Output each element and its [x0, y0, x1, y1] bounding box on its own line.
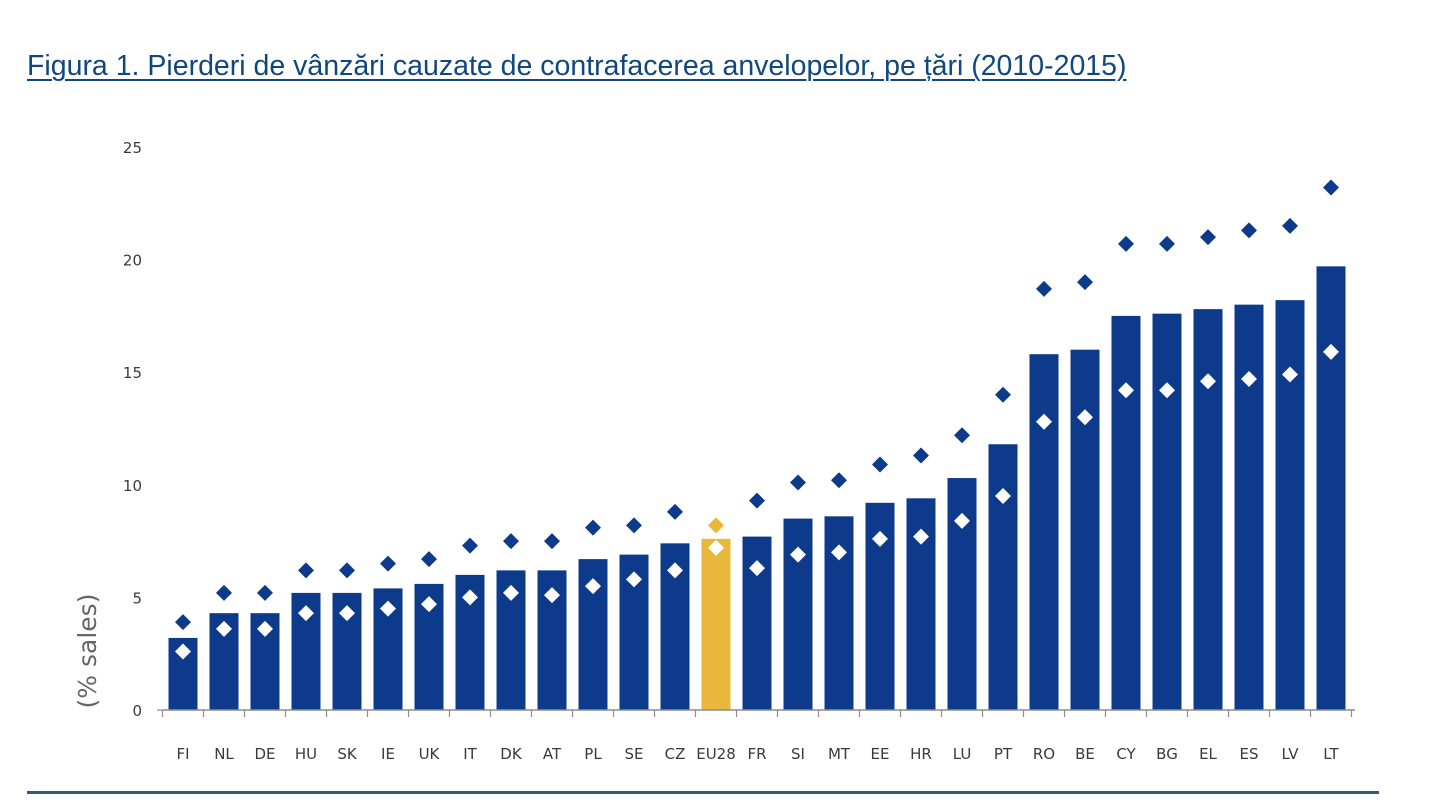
x-tick-label: BG — [1156, 745, 1178, 763]
bottom-divider — [27, 791, 1379, 794]
x-tick-label: CY — [1116, 745, 1136, 763]
y-tick-label: 20 — [123, 252, 142, 270]
upper-marker-lu — [954, 427, 970, 443]
upper-marker-ro — [1036, 281, 1052, 297]
upper-marker-cz — [667, 504, 683, 520]
upper-marker-nl — [216, 585, 232, 601]
x-tick-label: FI — [176, 745, 189, 763]
upper-marker-fi — [175, 614, 191, 630]
x-tick-label: PT — [994, 745, 1013, 763]
x-tick-label: BE — [1075, 745, 1095, 763]
upper-marker-at — [544, 533, 560, 549]
bar-be — [1071, 350, 1100, 710]
upper-marker-fr — [749, 493, 765, 509]
x-tick-label: ES — [1240, 745, 1259, 763]
x-tick-label: PL — [584, 745, 602, 763]
upper-marker-be — [1077, 274, 1093, 290]
x-tick-label: HR — [910, 745, 932, 763]
x-tick-label: SI — [791, 745, 805, 763]
x-tick-label: NL — [214, 745, 234, 763]
upper-marker-hr — [913, 448, 929, 464]
x-tick-label: SE — [625, 745, 644, 763]
x-tick-label: EE — [871, 745, 890, 763]
x-tick-label: IE — [381, 745, 395, 763]
x-tick-label: EU28 — [696, 745, 736, 763]
y-tick-label: 5 — [132, 589, 142, 607]
bar-lv — [1276, 300, 1305, 710]
bar-ro — [1030, 354, 1059, 710]
upper-marker-se — [626, 517, 642, 533]
bar-lt — [1317, 266, 1346, 710]
bar-eu28 — [702, 539, 731, 710]
y-axis-title: (% sales) — [73, 594, 102, 709]
upper-marker-ee — [872, 457, 888, 473]
x-tick-label: HU — [295, 745, 317, 763]
y-tick-label: 10 — [123, 477, 142, 495]
bar-pt — [989, 444, 1018, 710]
upper-marker-si — [790, 475, 806, 491]
x-tick-label: IT — [463, 745, 477, 763]
bar-el — [1194, 309, 1223, 710]
upper-marker-hu — [298, 562, 314, 578]
upper-marker-lt — [1323, 180, 1339, 196]
x-tick-label: LT — [1323, 745, 1339, 763]
x-tick-label: UK — [419, 745, 441, 763]
x-tick-label: EL — [1199, 745, 1217, 763]
upper-marker-it — [462, 538, 478, 554]
upper-marker-eu28 — [708, 517, 724, 533]
upper-marker-pt — [995, 387, 1011, 403]
x-tick-label: AT — [543, 745, 562, 763]
x-tick-label: LU — [953, 745, 972, 763]
upper-marker-el — [1200, 229, 1216, 245]
upper-marker-uk — [421, 551, 437, 567]
upper-marker-es — [1241, 222, 1257, 238]
upper-marker-ie — [380, 556, 396, 572]
y-tick-label: 15 — [123, 364, 142, 382]
x-tick-label: MT — [828, 745, 851, 763]
x-tick-label: RO — [1033, 745, 1055, 763]
x-tick-label: FR — [747, 745, 766, 763]
bar-es — [1235, 305, 1264, 710]
bar-cy — [1112, 316, 1141, 710]
x-tick-label: LV — [1282, 745, 1300, 763]
x-tick-label: DK — [500, 745, 523, 763]
bar-bg — [1153, 314, 1182, 710]
upper-marker-dk — [503, 533, 519, 549]
x-tick-label: CZ — [665, 745, 686, 763]
upper-marker-lv — [1282, 218, 1298, 234]
upper-marker-sk — [339, 562, 355, 578]
y-tick-label: 0 — [132, 702, 142, 720]
upper-marker-cy — [1118, 236, 1134, 252]
upper-marker-mt — [831, 472, 847, 488]
x-tick-label: DE — [254, 745, 275, 763]
upper-marker-bg — [1159, 236, 1175, 252]
x-tick-label: SK — [337, 745, 358, 763]
upper-marker-de — [257, 585, 273, 601]
y-tick-label: 25 — [123, 139, 142, 157]
upper-marker-pl — [585, 520, 601, 536]
